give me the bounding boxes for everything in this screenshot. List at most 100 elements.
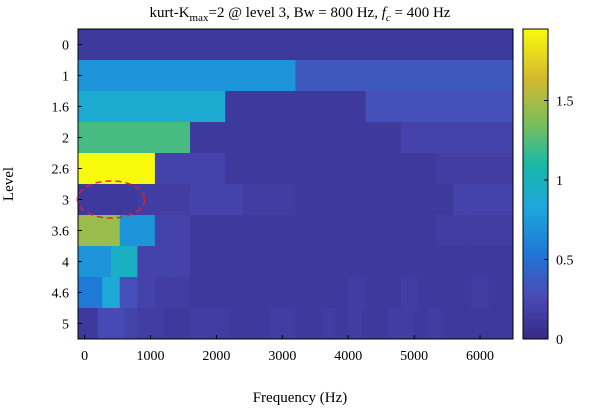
- heatmap-cell: [260, 277, 279, 309]
- heatmap-cell: [493, 308, 514, 340]
- heatmap-cell: [154, 277, 173, 309]
- y-tick-label: 4.6: [52, 287, 70, 302]
- heatmap-cell: [295, 215, 332, 247]
- heatmap-cell: [78, 246, 112, 278]
- heatmap-cell: [466, 308, 481, 340]
- heatmap-cell: [154, 215, 191, 247]
- heatmap-cell: [321, 246, 349, 278]
- heatmap-cell: [361, 308, 375, 340]
- heatmap-cell: [295, 184, 349, 216]
- heatmap-cell: [330, 277, 349, 309]
- x-tick-label: 4000: [334, 349, 362, 364]
- x-tick-label: 3000: [268, 349, 296, 364]
- colorbar-ticks: 0 0.5 1 1.5: [544, 95, 574, 348]
- y-axis-ticks: 0 1 1.6 2 2.6 3 3.6 4 4.6 5: [52, 39, 82, 333]
- heatmap-cell: [418, 277, 437, 309]
- heatmap-cell: [374, 246, 402, 278]
- heatmap-cell: [313, 277, 332, 309]
- heatmap-cell: [124, 308, 138, 340]
- heatmap-cell: [78, 91, 226, 123]
- colorbar: [522, 28, 549, 340]
- y-tick-label: 3: [62, 194, 69, 209]
- heatmap-cell: [154, 153, 226, 185]
- y-tick-label: 2: [62, 132, 69, 147]
- heatmap-cell: [190, 122, 296, 154]
- heatmap-cell: [295, 277, 314, 309]
- heatmap-cell: [295, 60, 514, 92]
- y-tick-label: 4: [62, 256, 69, 271]
- heatmap-cell: [348, 308, 362, 340]
- heatmap-cell: [163, 246, 191, 278]
- heatmap-cell: [436, 215, 472, 247]
- highlight-dashed-ellipse: [76, 180, 146, 219]
- heatmap-cell: [471, 215, 514, 247]
- heatmap-cell: [225, 277, 244, 309]
- heatmap-cell: [383, 277, 402, 309]
- heatmap-cell: [190, 308, 204, 340]
- heatmap-cell: [471, 277, 490, 309]
- heatmap-cell: [190, 246, 217, 278]
- plot-frame: [77, 28, 514, 340]
- y-tick-label: 1.6: [52, 101, 70, 116]
- heatmap-cell: [137, 277, 156, 309]
- x-axis-label: Frequency (Hz): [253, 390, 348, 406]
- title-italic-subscript: c: [386, 12, 391, 24]
- heatmap-cell: [78, 153, 156, 185]
- heatmap-cell: [427, 308, 441, 340]
- heatmap-cell: [282, 308, 296, 340]
- x-tick-label: 2000: [202, 349, 230, 364]
- heatmap-cells: [78, 29, 514, 340]
- heatmap-cell: [374, 308, 389, 340]
- heatmap-cell: [308, 308, 323, 340]
- heatmap-cell: [110, 246, 138, 278]
- heatmap-cell: [269, 246, 296, 278]
- heatmap-cell: [436, 153, 514, 185]
- heatmap-cell: [78, 184, 138, 216]
- heatmap-cell: [242, 277, 261, 309]
- heatmap-cell: [453, 246, 481, 278]
- heatmap-cell: [453, 184, 514, 216]
- title-subscript: max: [190, 12, 209, 24]
- colorbar-tick-label: 1.5: [556, 95, 574, 110]
- heatmap-cell: [480, 246, 514, 278]
- heatmap-cell: [400, 215, 437, 247]
- colorbar-tick-label: 0.5: [556, 254, 574, 269]
- heatmap-cell: [365, 215, 402, 247]
- heatmap-cell: [348, 246, 375, 278]
- colorbar-tick-label: 1: [556, 174, 563, 189]
- heatmap-cell: [102, 277, 121, 309]
- x-tick-label: 5000: [400, 349, 428, 364]
- heatmap-cell: [400, 277, 419, 309]
- heatmap-cell: [436, 277, 455, 309]
- heatmap-cell: [225, 215, 261, 247]
- heatmap-cell: [277, 277, 296, 309]
- heatmap-cell: [400, 308, 415, 340]
- heatmap-cell: [137, 246, 165, 278]
- heatmap-cell: [400, 246, 428, 278]
- x-tick-label: 6000: [466, 349, 494, 364]
- heatmap-cell: [440, 308, 455, 340]
- heatmap-cell: [242, 246, 270, 278]
- heatmap-cell: [365, 277, 384, 309]
- heatmap-cell: [78, 215, 121, 247]
- heatmap-cell: [225, 91, 367, 123]
- heatmap-cell: [400, 184, 455, 216]
- heatmap-cell: [97, 308, 112, 340]
- y-tick-label: 0: [62, 39, 69, 54]
- heatmap-cell: [110, 308, 125, 340]
- heatmap-cell: [295, 308, 310, 340]
- heatmap-cell: [269, 308, 283, 340]
- heatmap-cell: [190, 215, 226, 247]
- heatmap-cell: [78, 29, 514, 61]
- heatmap-cell: [321, 308, 336, 340]
- y-axis-label: Level: [1, 167, 17, 201]
- x-tick-label: 1000: [137, 349, 165, 364]
- heatmap-cell: [295, 246, 323, 278]
- heatmap-cell: [203, 308, 217, 340]
- heatmap-cell: [348, 184, 402, 216]
- heatmap-cell: [255, 308, 270, 340]
- chart-title: kurt-Kmax=2 @ level 3, Bw = 800 Hz, fc =…: [150, 5, 451, 24]
- heatmap-cell: [365, 91, 514, 123]
- heatmap-cell: [348, 277, 367, 309]
